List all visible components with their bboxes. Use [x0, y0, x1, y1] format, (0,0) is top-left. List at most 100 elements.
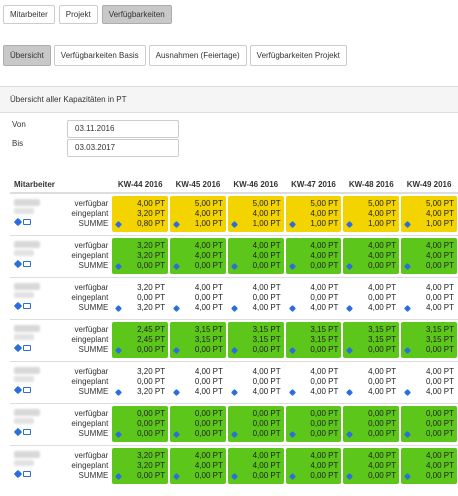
value-eingeplant: 0,00 PT — [137, 293, 166, 302]
message-icon[interactable] — [23, 219, 31, 225]
value-summe: 0,00 PT — [310, 345, 339, 354]
tab-projekt[interactable]: Projekt — [58, 5, 98, 24]
tab-verfuegbarkeiten[interactable]: Verfügbarkeiten — [101, 5, 172, 24]
value-summe: 0,80 PT — [137, 219, 166, 228]
edit-icon[interactable] — [13, 385, 23, 395]
employee-cell — [10, 403, 65, 445]
value-verfuegbar: 4,00 PT — [194, 241, 223, 250]
value-summe: 0,00 PT — [252, 345, 281, 354]
value-eingeplant: 3,20 PT — [137, 209, 166, 218]
row-labels: verfügbar eingeplant SUMME — [64, 445, 112, 487]
tab-uebersicht[interactable]: Übersicht — [3, 45, 51, 66]
value-eingeplant: 0,00 PT — [252, 419, 281, 428]
week-cell: 4,00 PT 0,00 PT 4,00 PT — [400, 361, 458, 403]
tab-ausnahmen[interactable]: Ausnahmen (Feiertage) — [148, 45, 247, 66]
value-eingeplant: 4,00 PT — [194, 209, 223, 218]
week-cell: 4,00 PT 4,00 PT 0,00 PT — [342, 235, 401, 277]
message-icon[interactable] — [23, 429, 31, 435]
value-verfuegbar: 5,00 PT — [252, 199, 281, 208]
week-cell: 4,00 PT 0,00 PT 4,00 PT — [169, 361, 227, 403]
employee-role-redacted — [14, 208, 34, 214]
label-summe: SUMME — [78, 219, 109, 228]
value-eingeplant: 4,00 PT — [252, 251, 281, 260]
week-header: KW-49 2016 — [400, 177, 458, 194]
value-summe: 0,00 PT — [137, 261, 166, 270]
value-summe: 4,00 PT — [194, 387, 223, 396]
message-icon[interactable] — [23, 471, 31, 477]
value-summe: 1,00 PT — [252, 219, 281, 228]
tab-mitarbeiter[interactable]: Mitarbeiter — [3, 5, 55, 24]
value-summe: 0,00 PT — [252, 261, 281, 270]
label-eingeplant: eingeplant — [71, 377, 109, 386]
tab-verfuegbarkeiten-projekt[interactable]: Verfügbarkeiten Projekt — [249, 45, 347, 66]
edit-icon[interactable] — [13, 343, 23, 353]
value-summe: 4,00 PT — [252, 303, 281, 312]
value-eingeplant: 0,00 PT — [310, 377, 339, 386]
value-verfuegbar: 2,45 PT — [137, 325, 166, 334]
value-summe: 0,00 PT — [368, 471, 397, 480]
employee-cell — [10, 235, 65, 277]
employee-name-redacted — [14, 199, 40, 206]
edit-icon[interactable] — [13, 469, 23, 479]
value-verfuegbar: 4,00 PT — [368, 241, 397, 250]
week-cell: 0,00 PT 0,00 PT 0,00 PT — [284, 403, 343, 445]
value-eingeplant: 3,15 PT — [310, 335, 339, 344]
label-verfuegbar: verfügbar — [74, 451, 109, 460]
value-eingeplant: 4,00 PT — [310, 209, 339, 218]
to-label: Bis — [12, 139, 24, 148]
value-summe: 0,00 PT — [425, 261, 454, 270]
value-summe: 0,00 PT — [252, 471, 281, 480]
message-icon[interactable] — [23, 303, 31, 309]
label-eingeplant: eingeplant — [71, 209, 109, 218]
label-eingeplant: eingeplant — [71, 335, 109, 344]
edit-icon[interactable] — [13, 427, 23, 437]
table-row: verfügbar eingeplant SUMME 2,45 PT 2,45 PT 0,… — [10, 319, 458, 361]
value-eingeplant: 3,15 PT — [252, 335, 281, 344]
value-summe: 0,00 PT — [194, 471, 223, 480]
week-cell: 5,00 PT 4,00 PT 1,00 PT — [169, 194, 227, 235]
edit-icon[interactable] — [13, 259, 23, 269]
value-verfuegbar: 0,00 PT — [252, 409, 281, 418]
value-verfuegbar: 5,00 PT — [310, 199, 339, 208]
value-eingeplant: 0,00 PT — [194, 293, 223, 302]
value-summe: 0,00 PT — [368, 345, 397, 354]
table-row: verfügbar eingeplant SUMME 3,20 PT 0,00 PT 3,… — [10, 277, 458, 319]
week-cell: 4,00 PT 4,00 PT 0,00 PT — [284, 235, 343, 277]
employee-role-redacted — [14, 334, 34, 340]
from-date-input[interactable]: 03.11.2016 — [67, 120, 179, 138]
tab-verfuegbarkeiten-basis[interactable]: Verfügbarkeiten Basis — [53, 45, 146, 66]
value-eingeplant: 0,00 PT — [425, 419, 454, 428]
message-icon[interactable] — [23, 345, 31, 351]
header-mitarbeiter: Mitarbeiter — [10, 177, 112, 194]
value-eingeplant: 0,00 PT — [310, 293, 339, 302]
value-eingeplant: 0,00 PT — [252, 293, 281, 302]
week-cell: 4,00 PT 0,00 PT 4,00 PT — [169, 277, 227, 319]
value-eingeplant: 0,00 PT — [194, 419, 223, 428]
week-cell: 0,00 PT 0,00 PT 0,00 PT — [111, 403, 170, 445]
main-nav: Mitarbeiter Projekt Verfügbarkeiten — [3, 5, 172, 24]
employee-name-redacted — [14, 409, 40, 416]
value-verfuegbar: 4,00 PT — [425, 451, 454, 460]
value-verfuegbar: 4,00 PT — [425, 241, 454, 250]
week-cell: 4,00 PT 0,00 PT 4,00 PT — [284, 361, 343, 403]
value-summe: 0,00 PT — [368, 429, 397, 438]
value-verfuegbar: 4,00 PT — [368, 451, 397, 460]
label-summe: SUMME — [78, 261, 109, 270]
week-cell: 4,00 PT 3,20 PT 0,80 PT — [111, 194, 169, 235]
row-labels: verfügbar eingeplant SUMME — [64, 403, 112, 445]
message-icon[interactable] — [23, 261, 31, 267]
week-cell: 3,15 PT 3,15 PT 0,00 PT — [400, 319, 458, 361]
value-summe: 1,00 PT — [425, 219, 454, 228]
value-eingeplant: 4,00 PT — [368, 461, 397, 470]
message-icon[interactable] — [23, 387, 31, 393]
employee-cell — [10, 361, 65, 403]
value-eingeplant: 4,00 PT — [310, 461, 339, 470]
edit-icon[interactable] — [13, 301, 23, 311]
to-date-input[interactable]: 03.03.2017 — [67, 139, 179, 157]
value-eingeplant: 0,00 PT — [194, 377, 223, 386]
value-eingeplant: 4,00 PT — [425, 251, 454, 260]
value-eingeplant: 3,20 PT — [137, 461, 166, 470]
value-eingeplant: 4,00 PT — [252, 461, 281, 470]
edit-icon[interactable] — [13, 217, 23, 227]
value-verfuegbar: 4,00 PT — [310, 241, 339, 250]
